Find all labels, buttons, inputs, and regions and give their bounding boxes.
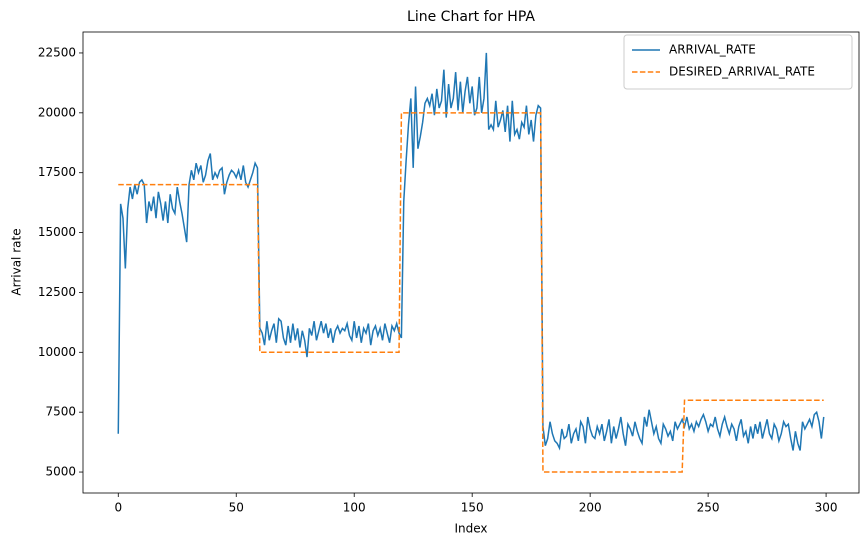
y-tick-label: 5000 <box>45 465 76 479</box>
plot-area <box>117 52 825 473</box>
x-tick-label: 250 <box>697 501 720 515</box>
x-axis-label: Index <box>454 522 487 536</box>
data-line <box>118 112 824 473</box>
x-tick-label: 200 <box>579 501 602 515</box>
legend-label: ARRIVAL_RATE <box>669 43 756 57</box>
axes-frame <box>82 31 860 494</box>
y-tick-label: 20000 <box>38 105 76 119</box>
x-tick-label: 150 <box>461 501 484 515</box>
y-tick-label: 22500 <box>38 45 76 59</box>
x-tick-label: 100 <box>343 501 366 515</box>
legend-box <box>623 34 853 90</box>
y-tick-label: 10000 <box>38 345 76 359</box>
y-tick-label: 17500 <box>38 165 76 179</box>
legend-label: DESIRED_ARRIVAL_RATE <box>669 65 815 79</box>
x-tick-label: 0 <box>114 501 122 515</box>
x-tick-label: 50 <box>229 501 244 515</box>
chart-title: Line Chart for HPA <box>407 9 535 25</box>
y-axis-label: Arrival rate <box>10 228 24 295</box>
y-tick-label: 12500 <box>38 285 76 299</box>
data-line <box>117 52 825 451</box>
y-tick-label: 7500 <box>45 405 76 419</box>
legend: ARRIVAL_RATE DESIRED_ARRIVAL_RATE <box>623 34 853 90</box>
y-tick-label: 15000 <box>38 225 76 239</box>
x-tick-label: 300 <box>815 501 838 515</box>
